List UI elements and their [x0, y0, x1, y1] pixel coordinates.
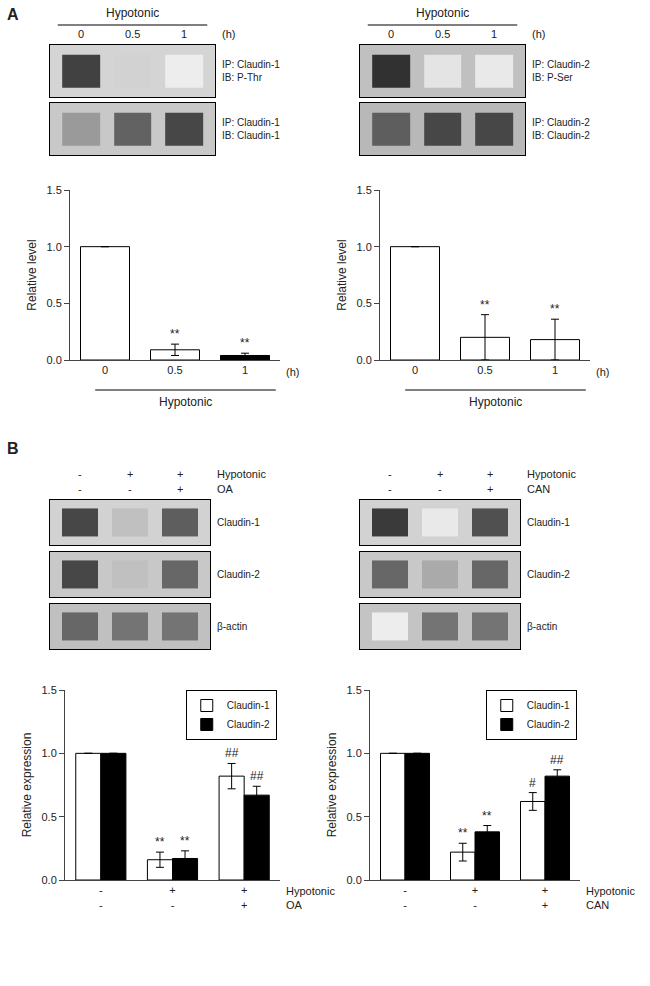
svg-text:HypotonicCAN: HypotonicCAN — [586, 885, 635, 911]
svg-text:##: ## — [250, 769, 264, 783]
svg-text:0.5: 0.5 — [125, 28, 140, 40]
svg-text:β-actin: β-actin — [217, 621, 247, 632]
svg-text:Claudin-2: Claudin-2 — [227, 719, 270, 730]
svg-text:Claudin-2: Claudin-2 — [527, 569, 570, 580]
svg-text:Claudin-1: Claudin-1 — [217, 517, 260, 528]
svg-text:β-actin: β-actin — [527, 621, 557, 632]
svg-text:1: 1 — [491, 28, 497, 40]
svg-text:+: + — [177, 483, 183, 495]
svg-text:0.0: 0.0 — [42, 874, 57, 886]
svg-text:Hypotonic: Hypotonic — [106, 6, 159, 20]
svg-text:Hypotonic: Hypotonic — [159, 395, 212, 409]
svg-text:(h): (h) — [596, 366, 609, 378]
svg-text:+: + — [487, 468, 493, 480]
svg-text:Relative level: Relative level — [25, 239, 39, 310]
svg-text:1: 1 — [242, 364, 248, 376]
svg-text:Claudin-1: Claudin-1 — [227, 700, 270, 711]
svg-text:-: - — [388, 468, 392, 480]
svg-text:0.5: 0.5 — [47, 297, 62, 309]
svg-text:--: -- — [99, 884, 103, 910]
svg-text:**: ** — [170, 327, 180, 341]
svg-text:0.0: 0.0 — [357, 354, 372, 366]
svg-text:1.0: 1.0 — [42, 747, 57, 759]
svg-text:Claudin-2: Claudin-2 — [527, 719, 570, 730]
svg-text:(h): (h) — [532, 28, 545, 40]
svg-text:+: + — [437, 468, 443, 480]
svg-text:Claudin-2: Claudin-2 — [217, 569, 260, 580]
svg-text:-: - — [438, 483, 442, 495]
svg-text:1: 1 — [552, 364, 558, 376]
svg-text:-: - — [128, 483, 132, 495]
svg-text:+: + — [177, 468, 183, 480]
svg-text:1.5: 1.5 — [47, 184, 62, 196]
svg-text:Relative expression: Relative expression — [325, 733, 339, 838]
svg-text:**: ** — [482, 809, 492, 823]
svg-text:**: ** — [550, 302, 560, 316]
svg-text:A: A — [7, 6, 19, 23]
svg-text:Relative expression: Relative expression — [20, 733, 34, 838]
svg-text:#: # — [529, 776, 536, 790]
svg-text:0.0: 0.0 — [47, 354, 62, 366]
svg-text:**: ** — [240, 336, 250, 350]
svg-text:1.0: 1.0 — [347, 747, 362, 759]
svg-text:-: - — [78, 468, 82, 480]
svg-text:B: B — [7, 440, 19, 457]
svg-text:1.5: 1.5 — [347, 684, 362, 696]
svg-text:0.5: 0.5 — [42, 811, 57, 823]
svg-text:+: + — [487, 483, 493, 495]
svg-text:1: 1 — [181, 28, 187, 40]
svg-text:HypotonicOA: HypotonicOA — [286, 885, 335, 911]
svg-text:##: ## — [225, 746, 239, 760]
svg-text:(h): (h) — [222, 28, 235, 40]
svg-text:##: ## — [550, 753, 564, 767]
svg-text:+-: +- — [472, 884, 478, 910]
svg-text:0.5: 0.5 — [357, 297, 372, 309]
svg-text:**: ** — [480, 298, 490, 312]
svg-text:1.0: 1.0 — [47, 241, 62, 253]
svg-text:-: - — [388, 483, 392, 495]
svg-text:IP: Claudin-1IB: P-Thr: IP: Claudin-1IB: P-Thr — [222, 59, 280, 83]
svg-text:(h): (h) — [286, 366, 299, 378]
svg-text:+-: +- — [169, 884, 175, 910]
svg-text:-: - — [78, 483, 82, 495]
svg-text:IP: Claudin-2IB: Claudin-2: IP: Claudin-2IB: Claudin-2 — [532, 117, 590, 141]
svg-text:0.0: 0.0 — [347, 874, 362, 886]
svg-text:Claudin-1: Claudin-1 — [527, 517, 570, 528]
svg-text:+: + — [127, 468, 133, 480]
svg-text:IP: Claudin-2IB: P-Ser: IP: Claudin-2IB: P-Ser — [532, 59, 590, 83]
svg-text:**: ** — [458, 826, 468, 840]
svg-text:++: ++ — [542, 884, 548, 910]
svg-text:1.0: 1.0 — [357, 241, 372, 253]
svg-text:0.5: 0.5 — [477, 364, 492, 376]
svg-text:0: 0 — [412, 364, 418, 376]
svg-text:Hypotonic: Hypotonic — [527, 468, 576, 480]
svg-text:Claudin-1: Claudin-1 — [527, 700, 570, 711]
svg-text:0: 0 — [78, 28, 84, 40]
svg-text:**: ** — [155, 835, 165, 849]
svg-text:0.5: 0.5 — [167, 364, 182, 376]
svg-text:0: 0 — [102, 364, 108, 376]
svg-text:--: -- — [403, 884, 407, 910]
svg-text:0.5: 0.5 — [435, 28, 450, 40]
svg-text:CAN: CAN — [527, 483, 550, 495]
svg-text:Hypotonic: Hypotonic — [217, 468, 266, 480]
svg-text:IP: Claudin-1IB: Claudin-1: IP: Claudin-1IB: Claudin-1 — [222, 117, 280, 141]
svg-text:0: 0 — [388, 28, 394, 40]
svg-text:1.5: 1.5 — [42, 684, 57, 696]
svg-text:Hypotonic: Hypotonic — [469, 395, 522, 409]
svg-text:0.5: 0.5 — [347, 811, 362, 823]
svg-text:++: ++ — [241, 884, 247, 910]
svg-text:**: ** — [180, 834, 190, 848]
svg-text:1.5: 1.5 — [357, 184, 372, 196]
svg-text:OA: OA — [217, 483, 234, 495]
svg-text:Hypotonic: Hypotonic — [416, 6, 469, 20]
svg-text:Relative level: Relative level — [335, 239, 349, 310]
